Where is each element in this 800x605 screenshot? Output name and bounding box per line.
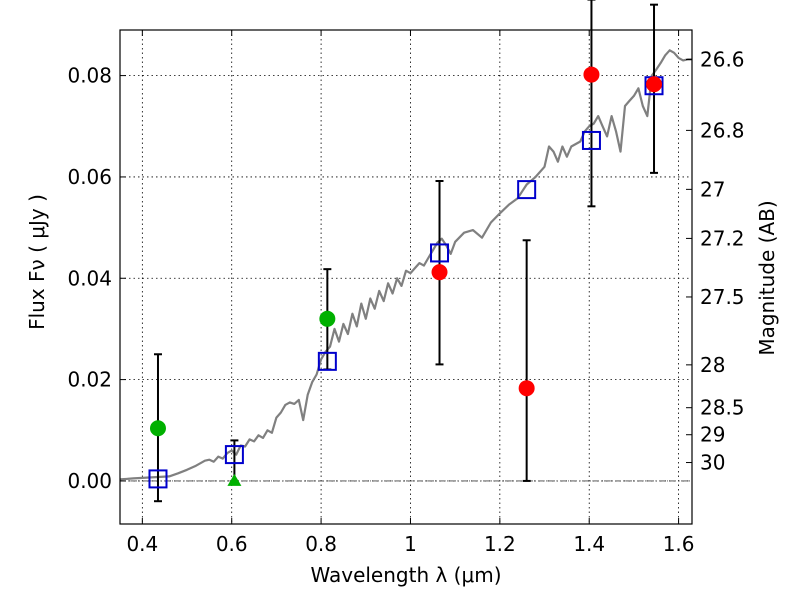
tick-label-layer: 0.4 0.6 0.8 1 1.2 1.4 1.6 0.00 0.02 0.04 0.06 0.08 2… [67,47,744,556]
magnitude-tick-label: 26.6 [700,47,745,71]
model-photometry-point [317,351,337,371]
x-tick-label: 1.4 [573,532,605,556]
y-axis-right-label: Magnitude (AB) [755,200,779,355]
flux-data-point [319,310,336,327]
x-tick-label: 0.6 [216,532,248,556]
y-tick-label: 0.04 [67,266,112,290]
model-photometry-point [224,445,244,465]
magnitude-tick-label: 27.5 [700,285,745,309]
flux-data-point [149,420,166,437]
magnitude-tick-label: 29 [700,423,725,447]
y-tick-label: 0.08 [67,64,112,88]
model-photometry-point [581,130,601,150]
tick-layer [120,30,692,524]
spectrum-layer [119,49,692,481]
flux-data-point [518,380,535,397]
flux-data-point [431,264,448,281]
model-photometry-point [517,180,537,200]
model-photometry-point [430,243,450,263]
y-tick-label: 0.02 [67,368,112,392]
magnitude-tick-label: 27 [700,177,725,201]
x-tick-label: 1 [404,532,417,556]
plot-frame [119,29,693,525]
x-axis-label: Wavelength λ (μm) [310,563,501,587]
flux-data-point [583,66,600,83]
flux-data-point [646,76,663,93]
y-tick-label: 0.00 [67,469,112,493]
magnitude-tick-label: 28 [700,353,725,377]
magnitude-tick-label: 27.2 [700,226,745,250]
grid-layer [120,30,692,524]
upper-limit-point [227,473,242,486]
x-tick-label: 0.8 [305,532,337,556]
magnitude-tick-label: 30 [700,451,725,475]
magnitude-tick-label: 26.8 [700,118,745,142]
marker-layer [148,66,664,489]
x-tick-label: 0.4 [126,532,158,556]
x-tick-label: 1.6 [663,532,695,556]
x-tick-label: 1.2 [484,532,516,556]
y-axis-label: Flux Fν ( μJy ) [25,194,49,330]
spectrum-line [119,49,692,481]
magnitude-tick-label: 28.5 [700,396,745,420]
model-photometry-point [148,469,168,489]
y-tick-label: 0.06 [67,165,112,189]
